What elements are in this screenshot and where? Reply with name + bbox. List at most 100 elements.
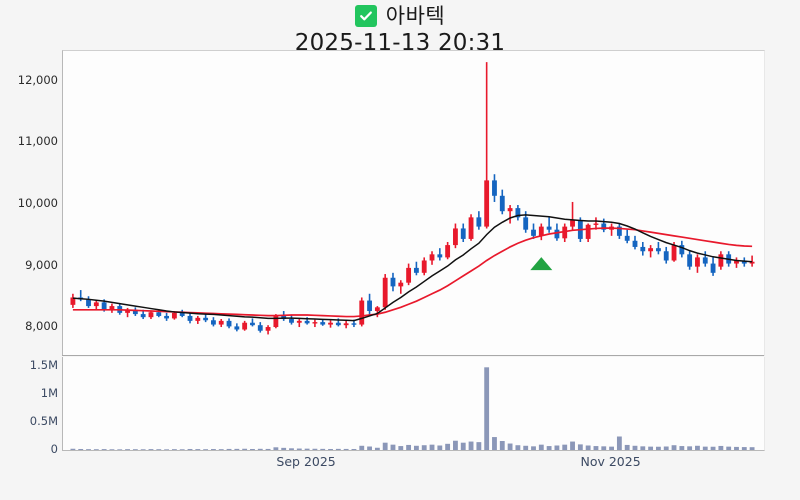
candlestick [250, 318, 255, 327]
candlestick [616, 223, 622, 239]
candlestick [413, 261, 419, 276]
volume-bar [679, 446, 685, 450]
buy-signal-triangle-icon [530, 257, 553, 271]
volume-bar [593, 446, 599, 450]
volume-bar [328, 448, 333, 450]
volume-bar [523, 445, 529, 450]
volume-bar [445, 443, 451, 450]
volume-bar [234, 448, 240, 450]
price-axis-tick-label: 10,000 [17, 196, 58, 211]
candlestick [460, 223, 466, 243]
candlestick [538, 223, 544, 241]
volume-bar [78, 448, 84, 450]
x-axis-tick-label: Nov 2025 [580, 454, 641, 469]
candlestick [312, 319, 318, 328]
volume-bar [726, 446, 732, 450]
volume-bar [570, 441, 575, 450]
candlestick [546, 217, 552, 233]
volume-bar [359, 445, 365, 450]
price-axis-tick-label: 12,000 [17, 72, 58, 87]
volume-bar [117, 449, 123, 450]
candlestick [257, 322, 263, 333]
volume-bar [140, 449, 146, 450]
volume-bar [741, 447, 747, 450]
candlestick [226, 318, 232, 329]
volume-bar [195, 449, 201, 450]
volume-bar [70, 448, 76, 450]
candlestick [343, 320, 349, 329]
candlestick [695, 254, 700, 273]
volume-chart-panel[interactable] [62, 357, 765, 451]
volume-bar [390, 444, 396, 450]
candlestick [507, 205, 513, 224]
volume-bar [546, 446, 552, 450]
candlestick [468, 214, 474, 241]
candlestick [655, 242, 661, 255]
volume-bar [648, 446, 654, 450]
volume-bar [125, 449, 130, 450]
candlestick [531, 223, 536, 239]
volume-bar [695, 445, 700, 450]
x-axis-tick-label: Sep 2025 [276, 454, 336, 469]
volume-bar [351, 448, 357, 450]
check-square-icon [354, 5, 377, 27]
volume-bar [531, 446, 536, 450]
volume-bar [632, 445, 638, 450]
candlestick [179, 309, 185, 318]
volume-bar [93, 449, 99, 450]
candlestick [242, 320, 248, 331]
volume-bar [749, 447, 755, 450]
candlestick [374, 306, 380, 318]
volume-bar [211, 449, 216, 450]
volume-bar [429, 444, 435, 450]
candlestick [359, 297, 365, 327]
candlestick [601, 218, 607, 233]
volume-bar [515, 445, 521, 450]
page-title: 아바텍 [385, 4, 446, 28]
volume-bar [453, 440, 458, 450]
price-axis-tick-label: 8,000 [25, 319, 58, 334]
volume-plot [70, 367, 755, 450]
volume-bar [460, 442, 466, 450]
volume-bar [335, 448, 341, 450]
volume-bar [609, 446, 614, 450]
volume-bar [156, 449, 162, 450]
candlestick [382, 274, 388, 310]
volume-bar [289, 448, 294, 450]
volume-bar [203, 449, 209, 450]
ma-long-line [72, 227, 753, 318]
volume-bar [702, 446, 708, 450]
volume-bar [718, 445, 724, 450]
candlestick [453, 223, 458, 249]
volume-bar [640, 446, 646, 450]
candlestick [632, 235, 638, 250]
candlestick [406, 263, 412, 286]
candlestick [132, 307, 138, 316]
panel-divider [62, 355, 764, 356]
price-chart-panel[interactable] [62, 50, 765, 356]
volume-bar [710, 446, 716, 450]
volume-bar [320, 448, 326, 450]
volume-bar [734, 446, 739, 450]
volume-bar [554, 445, 560, 450]
price-axis: 8,000 9,000 10,000 11,000 12,000 [0, 0, 58, 360]
volume-bar [671, 445, 677, 450]
volume-bar [562, 444, 568, 450]
candlestick [734, 257, 739, 268]
volume-axis-tick-label: 0.5M [29, 413, 58, 428]
volume-bar [601, 446, 607, 450]
candlestick [710, 257, 716, 276]
volume-bar [273, 447, 279, 450]
candlestick [211, 317, 216, 327]
candlestick [476, 211, 482, 230]
candlestick [328, 320, 333, 328]
candlestick [164, 312, 170, 321]
candlestick [445, 242, 451, 260]
candlestick [93, 299, 99, 310]
volume-bar [492, 437, 497, 450]
volume-axis-tick-label: 1M [40, 385, 58, 400]
candlestick [70, 293, 76, 308]
volume-bar [624, 444, 630, 450]
volume-bar [585, 445, 591, 450]
